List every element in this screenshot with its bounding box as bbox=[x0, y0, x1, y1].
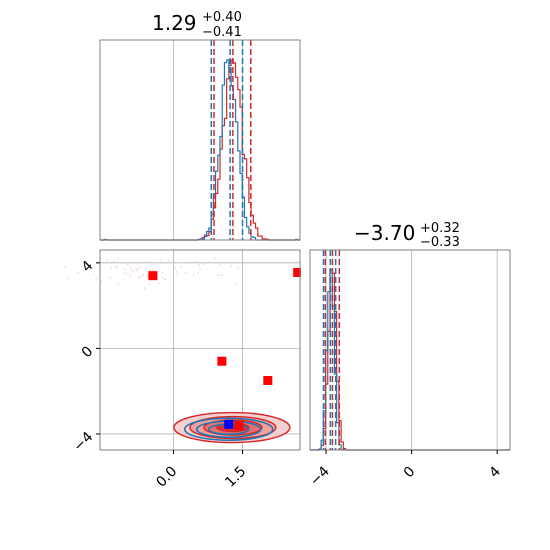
param2-x-tick-label: 0 bbox=[401, 464, 419, 482]
joint-sample-point bbox=[192, 273, 195, 276]
param2-x-tick-label: −4 bbox=[307, 463, 333, 489]
joint-sample-point bbox=[106, 259, 109, 262]
joint-sample-point bbox=[175, 270, 178, 273]
joint-x-tick-label: 0.0 bbox=[153, 464, 180, 491]
joint-sample-point bbox=[236, 267, 239, 270]
joint-sample-point bbox=[135, 268, 138, 271]
joint-sample-point bbox=[146, 260, 149, 263]
joint-sample-point bbox=[141, 275, 144, 278]
joint-sample-point bbox=[218, 274, 221, 277]
joint-sample-point bbox=[146, 274, 149, 277]
joint-x-tick-label: 1.5 bbox=[222, 464, 249, 491]
red-square-marker bbox=[234, 420, 244, 430]
joint-y-tick-label: 4 bbox=[79, 258, 97, 276]
param2-axes-frame bbox=[309, 249, 511, 451]
joint-sample-point bbox=[109, 267, 112, 270]
joint-sample-point bbox=[198, 268, 201, 271]
red-square-marker bbox=[293, 267, 303, 277]
param2-title: −3.70 +0.32 −0.33 bbox=[354, 221, 460, 250]
joint-sample-point bbox=[88, 267, 91, 270]
joint-sample-point bbox=[129, 274, 132, 277]
joint-sample-point bbox=[161, 272, 164, 275]
joint-sample-point bbox=[123, 279, 126, 282]
joint-sample-point bbox=[116, 266, 119, 269]
joint-sample-point bbox=[171, 261, 174, 264]
joint-sample-point bbox=[168, 261, 171, 264]
joint-sample-point bbox=[92, 273, 95, 276]
joint-sample-point bbox=[109, 276, 112, 279]
joint-scatter-panel: 0.0 1.5 −4 0 4 bbox=[63, 249, 309, 491]
red-square-marker bbox=[148, 271, 158, 281]
joint-sample-point bbox=[100, 280, 103, 283]
joint-y-tick-label: −4 bbox=[70, 429, 96, 455]
joint-sample-point bbox=[198, 264, 201, 267]
joint-sample-point bbox=[149, 269, 152, 272]
param1-minus: −0.41 bbox=[202, 25, 242, 40]
joint-sample-point bbox=[178, 261, 181, 264]
joint-sample-point bbox=[117, 282, 120, 285]
joint-sample-point bbox=[123, 272, 126, 275]
red-square-marker bbox=[217, 356, 227, 366]
joint-sample-point bbox=[139, 266, 142, 269]
joint-sample-point bbox=[213, 257, 216, 260]
param2-plus: +0.32 bbox=[420, 221, 460, 236]
joint-sample-point bbox=[176, 273, 179, 276]
joint-sample-point bbox=[63, 265, 66, 268]
joint-sample-point bbox=[167, 259, 170, 262]
joint-sample-point bbox=[95, 277, 98, 280]
joint-sample-point bbox=[161, 276, 164, 279]
joint-right-mask bbox=[301, 250, 309, 450]
joint-axes-frame bbox=[99, 249, 301, 451]
joint-y-tick-label: 0 bbox=[79, 343, 97, 361]
joint-sample-point bbox=[230, 265, 233, 268]
joint-sample-point bbox=[151, 269, 154, 272]
joint-sample-point bbox=[143, 287, 146, 290]
joint-sample-point bbox=[124, 268, 127, 271]
param2-median: −3.70 bbox=[354, 221, 415, 245]
joint-sample-point bbox=[112, 260, 115, 263]
param1-median: 1.29 bbox=[152, 11, 197, 35]
joint-sample-point bbox=[66, 277, 69, 280]
joint-sample-point bbox=[196, 272, 199, 275]
joint-sample-point bbox=[159, 259, 162, 262]
blue-square-marker bbox=[224, 419, 234, 429]
joint-sample-point bbox=[130, 266, 133, 269]
joint-sample-point bbox=[136, 269, 139, 272]
joint-sample-point bbox=[148, 282, 151, 285]
joint-sample-point bbox=[221, 274, 224, 277]
joint-sample-point bbox=[158, 282, 161, 285]
param1-blue-histogram bbox=[100, 59, 300, 241]
joint-sample-point bbox=[142, 273, 145, 276]
joint-sample-point bbox=[234, 283, 237, 286]
joint-sample-point bbox=[137, 276, 140, 279]
joint-sample-point bbox=[180, 265, 183, 268]
param2-x-tick-label: 4 bbox=[486, 463, 504, 481]
param1-histogram-panel bbox=[99, 39, 301, 241]
joint-sample-point bbox=[184, 271, 187, 274]
joint-sample-point bbox=[90, 266, 93, 269]
joint-sample-point bbox=[76, 271, 79, 274]
param1-axes-frame bbox=[99, 39, 301, 241]
param2-minus: −0.33 bbox=[420, 235, 460, 250]
joint-blue-contour bbox=[183, 417, 274, 442]
joint-sample-point bbox=[174, 267, 177, 270]
param1-red-histogram bbox=[100, 59, 300, 241]
param2-histogram-panel: −4 0 4 bbox=[307, 249, 511, 489]
joint-sample-point bbox=[218, 264, 221, 267]
joint-sample-point bbox=[192, 262, 195, 265]
red-square-marker bbox=[263, 375, 273, 385]
joint-sample-point bbox=[132, 270, 135, 273]
joint-sample-point bbox=[163, 278, 166, 281]
joint-sample-point bbox=[195, 260, 198, 263]
joint-sample-point bbox=[126, 263, 129, 266]
param1-plus: +0.40 bbox=[202, 10, 242, 25]
joint-sample-point bbox=[116, 258, 119, 261]
joint-sample-point bbox=[126, 273, 129, 276]
param1-title: 1.29 +0.40 −0.41 bbox=[152, 10, 242, 40]
joint-sample-point bbox=[203, 263, 206, 266]
joint-sample-point bbox=[130, 269, 133, 272]
